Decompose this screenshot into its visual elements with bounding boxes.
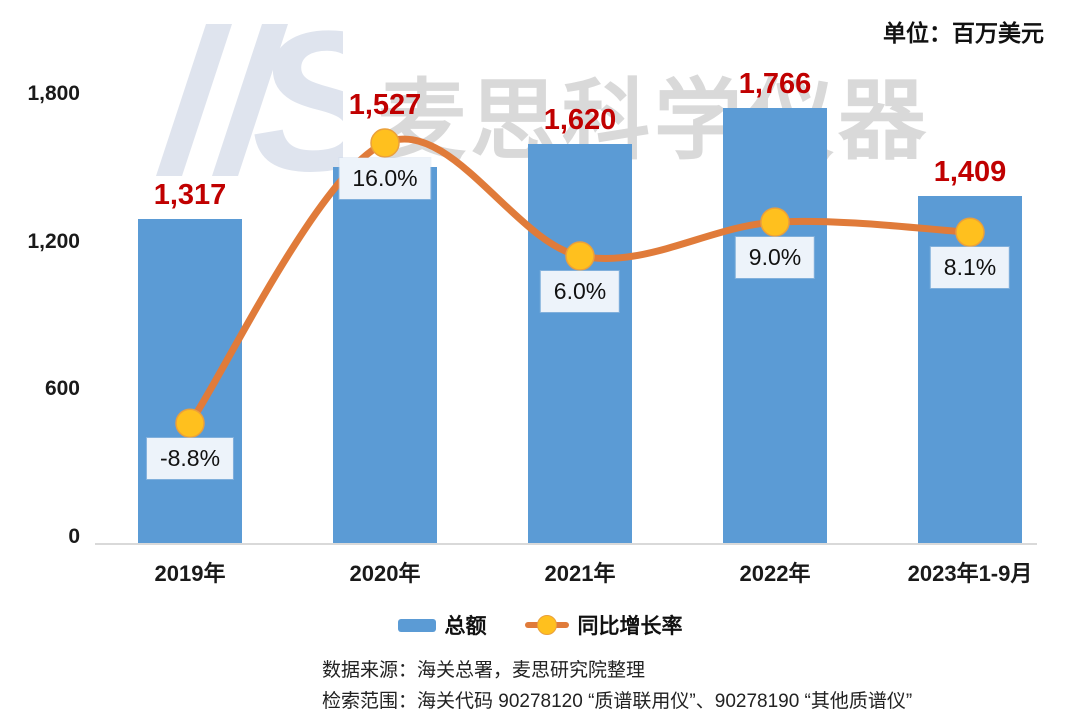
legend-item-total: 总额 xyxy=(397,610,487,640)
bar-series-swatch xyxy=(397,618,436,632)
bar-value-label: 1,766 xyxy=(738,68,812,101)
source-notes: 数据来源：海关总署，麦思研究院整理 检索范围：海关代码 90278120 “质谱… xyxy=(322,655,912,717)
growth-rate-label: -8.8% xyxy=(146,438,234,480)
legend-label-total: 总额 xyxy=(444,615,487,638)
growth-rate-label: 16.0% xyxy=(339,158,431,199)
legend: 总额 同比增长率 xyxy=(0,610,1080,640)
growth-rate-label: 9.0% xyxy=(735,237,815,279)
brand-watermark: 麦思科学仪器 xyxy=(378,71,931,170)
growth-rate-label: 6.0% xyxy=(540,271,620,312)
svg-text:S: S xyxy=(252,18,343,178)
legend-item-growth: 同比增长率 xyxy=(524,610,683,640)
legend-label-growth: 同比增长率 xyxy=(577,615,683,638)
bar xyxy=(138,218,242,543)
growth-rate-label: 8.1% xyxy=(930,247,1010,289)
bar xyxy=(333,167,437,543)
data-source-line: 数据来源：海关总署，麦思研究院整理 xyxy=(322,660,646,681)
y-axis-label: 1,800 xyxy=(27,82,80,105)
x-axis-label: 2022年 xyxy=(739,561,811,586)
x-axis-label: 2021年 xyxy=(544,561,616,586)
unit-label: 单位：百万美元 xyxy=(883,20,1044,46)
line-swatch-marker-icon xyxy=(536,615,557,635)
bar-value-label: 1,409 xyxy=(933,156,1007,189)
x-axis-label: 2023年1-9月 xyxy=(907,561,1033,586)
bar-value-label: 1,527 xyxy=(348,89,422,121)
y-axis-label: 1,200 xyxy=(27,229,80,253)
bar xyxy=(528,144,632,543)
y-axis-label: 0 xyxy=(68,525,80,548)
y-axis-label: 600 xyxy=(44,377,80,401)
x-axis-label: 2020年 xyxy=(349,561,421,586)
bar-value-label: 1,620 xyxy=(543,104,617,137)
search-scope-line: 检索范围：海关代码 90278120 “质谱联用仪”、90278190 “其他质… xyxy=(322,691,913,712)
x-axis-line xyxy=(95,543,1037,545)
line-series-swatch xyxy=(524,615,569,635)
bar-value-label: 1,317 xyxy=(153,178,227,211)
bar xyxy=(723,108,827,543)
ms-logo-watermark: S xyxy=(156,18,343,178)
x-axis-label: 2019年 xyxy=(154,561,226,586)
